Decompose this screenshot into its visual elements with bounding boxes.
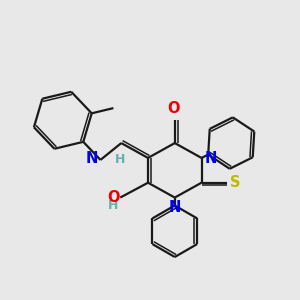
Text: H: H [115, 153, 125, 166]
Text: H: H [108, 199, 118, 212]
Text: O: O [107, 190, 119, 205]
Text: N: N [86, 152, 98, 166]
Text: S: S [230, 175, 241, 190]
Text: O: O [167, 101, 180, 116]
Text: N: N [169, 200, 181, 214]
Text: N: N [205, 152, 217, 166]
